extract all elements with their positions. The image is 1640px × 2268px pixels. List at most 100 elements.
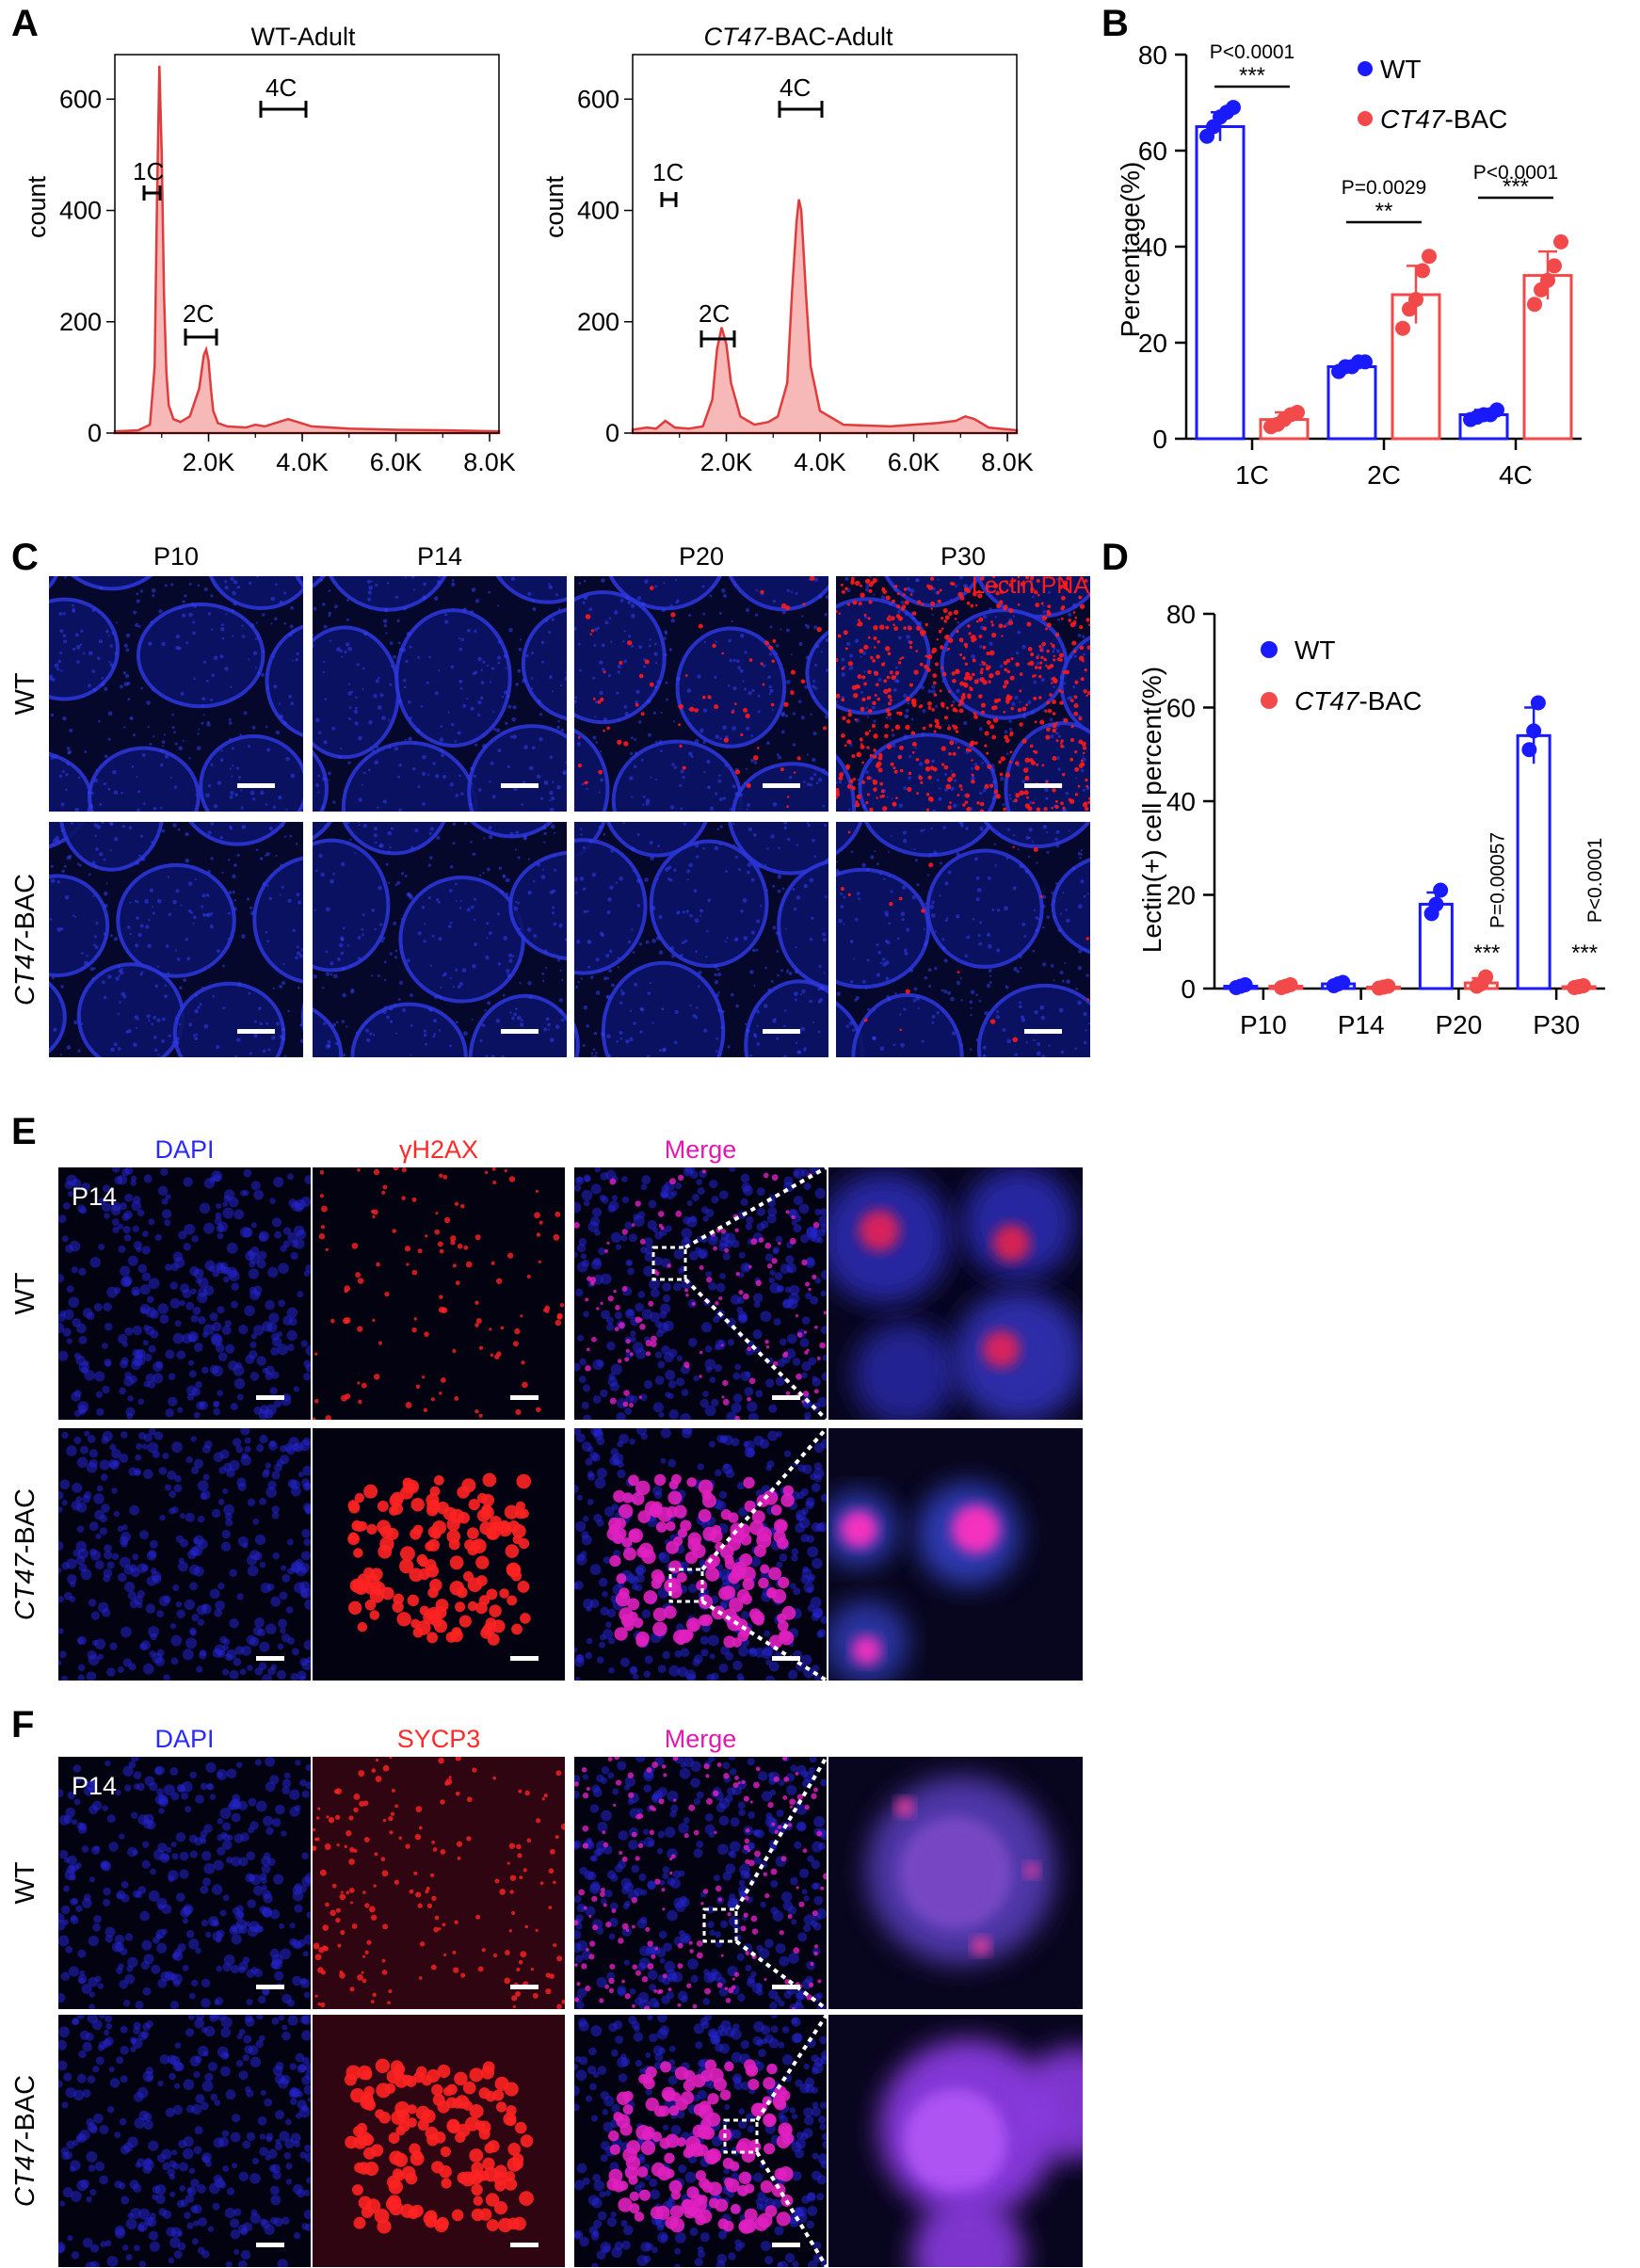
cell-signal xyxy=(609,885,614,890)
cell-signal xyxy=(753,761,758,764)
cell-signal xyxy=(752,1329,763,1340)
cell-signal xyxy=(771,659,775,664)
cell-signal xyxy=(462,1570,474,1582)
cell-signal xyxy=(355,1272,362,1279)
cell-signal xyxy=(979,921,983,925)
cell-signal xyxy=(582,1259,590,1267)
scale-bar xyxy=(763,1029,800,1034)
cell-signal xyxy=(89,967,94,972)
cell-signal xyxy=(905,697,910,702)
cell-signal xyxy=(581,1189,593,1201)
cell-signal xyxy=(689,913,693,918)
cell-signal xyxy=(1019,790,1025,796)
cell-signal xyxy=(104,1359,112,1367)
cell-signal xyxy=(804,684,809,689)
x-tick-label: 4.0K xyxy=(794,448,846,476)
cell-signal xyxy=(815,781,819,784)
panel-b-annotations: P<0.0001***P=0.0029**P<0.0001*** xyxy=(1210,41,1559,224)
cell-signal xyxy=(222,1276,230,1283)
cell-signal xyxy=(644,579,649,584)
cell-signal xyxy=(961,692,966,697)
cell-signal xyxy=(683,1215,691,1225)
cell-signal xyxy=(491,795,496,799)
cell-signal xyxy=(991,909,995,911)
cell-signal xyxy=(131,765,135,768)
cell-signal xyxy=(767,675,771,680)
cell-signal xyxy=(986,983,991,989)
cell-signal xyxy=(807,1576,814,1584)
cell-signal xyxy=(141,857,146,861)
cell-signal xyxy=(224,580,228,584)
cell-signal xyxy=(991,623,995,627)
cell-signal xyxy=(332,872,336,876)
cell-signal xyxy=(109,1642,118,1650)
cell-signal xyxy=(503,690,507,695)
cell-signal xyxy=(56,927,62,932)
p-value-label: P=0.00057 xyxy=(1487,832,1508,928)
cell-signal xyxy=(119,1001,121,1004)
cell-signal xyxy=(971,779,975,784)
cell-signal xyxy=(382,619,388,624)
cell-signal xyxy=(989,1019,996,1024)
cell-signal xyxy=(1050,964,1054,968)
cell-signal xyxy=(585,1297,589,1302)
cell-signal xyxy=(158,609,163,614)
cell-signal xyxy=(888,615,892,619)
cell-signal xyxy=(894,670,900,676)
cell-signal xyxy=(113,1459,121,1467)
data-point xyxy=(1553,233,1568,249)
cell-signal xyxy=(159,1314,169,1325)
cell-signal xyxy=(124,1327,134,1336)
cell-signal xyxy=(680,769,684,774)
cell-signal xyxy=(635,702,639,707)
cell-signal xyxy=(875,683,879,687)
cell-signal xyxy=(935,704,939,708)
cell-signal xyxy=(932,809,937,812)
column-label-p30: P30 xyxy=(941,542,986,571)
cell-signal xyxy=(675,1210,683,1217)
cell-signal xyxy=(552,906,555,909)
cell-signal xyxy=(576,1553,586,1562)
cell-signal xyxy=(165,1349,175,1359)
cell-signal xyxy=(285,1606,294,1614)
cell-signal xyxy=(948,690,951,694)
cell-signal xyxy=(53,754,58,760)
cell-signal xyxy=(630,1665,637,1674)
cell-signal xyxy=(649,1278,660,1290)
cell-signal xyxy=(349,1578,364,1593)
cell-signal xyxy=(345,642,350,647)
cell-signal xyxy=(296,945,299,949)
cell-signal xyxy=(217,1583,225,1590)
scale-bar xyxy=(501,1029,539,1034)
cell-signal xyxy=(702,1215,709,1222)
cell-signal xyxy=(185,1301,195,1311)
cell-signal xyxy=(628,776,634,780)
stain-label: Lectin PNA xyxy=(972,572,1089,599)
cell-signal xyxy=(1074,1047,1077,1050)
cell-signal xyxy=(678,723,681,727)
cell-signal xyxy=(171,726,175,730)
cell-signal xyxy=(503,936,507,941)
cell-signal xyxy=(246,1634,256,1646)
cell-signal xyxy=(422,595,426,601)
cell-signal xyxy=(330,973,333,976)
cell-signal xyxy=(751,688,755,693)
cell-signal xyxy=(315,869,318,872)
cell-signal xyxy=(642,795,646,798)
cell-signal xyxy=(51,975,56,980)
cell-signal xyxy=(1004,906,1008,911)
cell-signal xyxy=(79,643,83,647)
cell-signal xyxy=(739,668,744,673)
cell-signal xyxy=(976,888,982,893)
cell-signal xyxy=(95,847,99,851)
cell-signal xyxy=(233,907,237,911)
cell-signal xyxy=(248,658,250,661)
cell-signal xyxy=(191,1614,200,1622)
cell-signal xyxy=(139,1530,149,1540)
cell-signal xyxy=(58,1350,69,1361)
cell-signal xyxy=(506,973,512,978)
cell-signal xyxy=(591,1207,603,1217)
cell-signal xyxy=(588,607,593,612)
cell-signal xyxy=(1051,806,1053,810)
cell-signal xyxy=(883,688,889,695)
